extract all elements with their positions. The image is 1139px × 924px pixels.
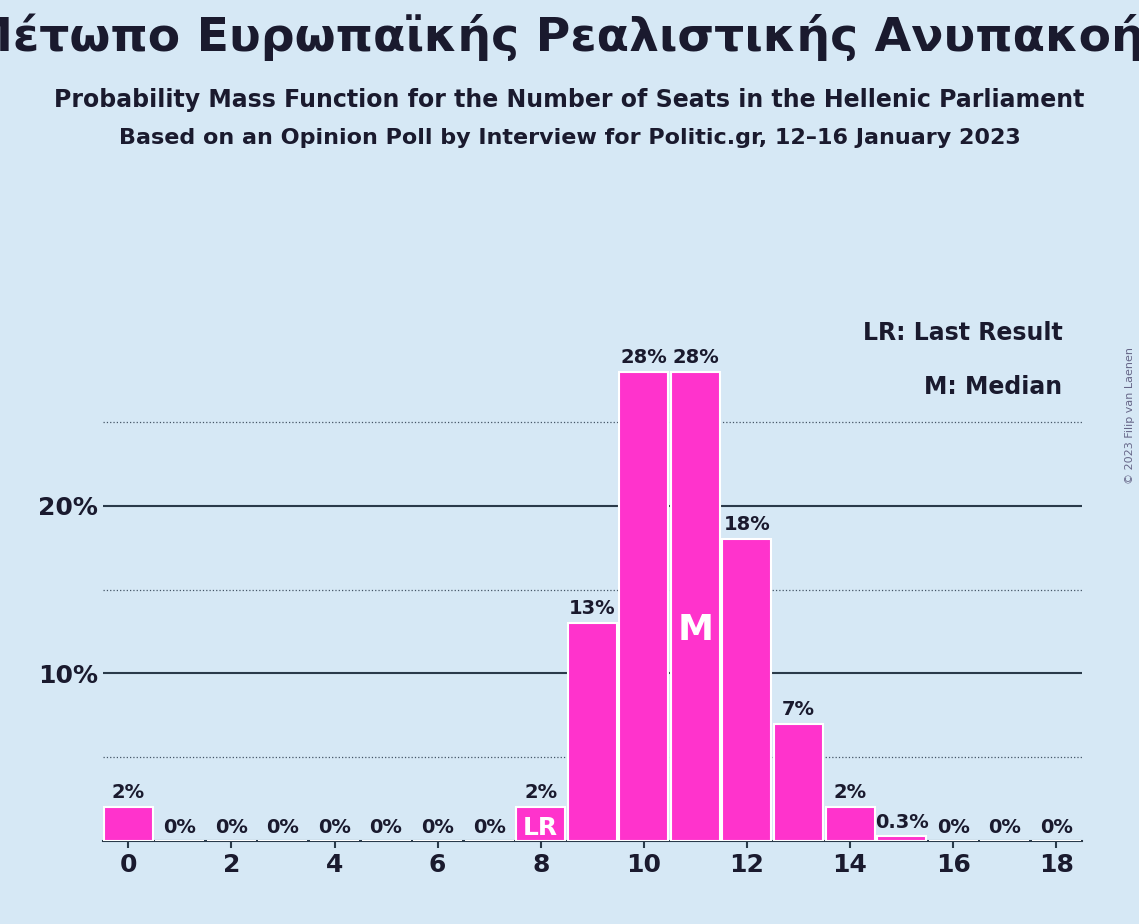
Text: 7%: 7% [782, 699, 816, 719]
Text: Based on an Opinion Poll by Interview for Politic.gr, 12–16 January 2023: Based on an Opinion Poll by Interview fo… [118, 128, 1021, 148]
Text: 0%: 0% [936, 818, 969, 836]
Text: 18%: 18% [723, 516, 770, 534]
Text: M: Median: M: Median [925, 374, 1063, 398]
Text: 2%: 2% [524, 784, 557, 802]
Text: 0%: 0% [473, 818, 506, 836]
Text: 0%: 0% [989, 818, 1022, 836]
Text: M: M [678, 613, 713, 647]
Bar [104, 808, 153, 841]
Bar [568, 623, 617, 841]
Text: 13%: 13% [570, 599, 615, 618]
Text: 0%: 0% [163, 818, 196, 836]
Text: 0%: 0% [267, 818, 300, 836]
Text: 0%: 0% [1040, 818, 1073, 836]
Text: LR: LR [523, 816, 558, 840]
Text: 0.3%: 0.3% [875, 812, 928, 832]
Text: Μέτωπο Ευρωπαϊκής Ρεαλιστικής Ανυπακοής: Μέτωπο Ευρωπαϊκής Ρεαλιστικής Ανυπακοής [0, 14, 1139, 61]
Text: 28%: 28% [672, 347, 719, 367]
Bar [722, 540, 771, 841]
Bar [671, 372, 720, 841]
Bar [775, 723, 823, 841]
Text: LR: Last Result: LR: Last Result [862, 321, 1063, 345]
Text: 2%: 2% [112, 784, 145, 802]
Text: 2%: 2% [834, 784, 867, 802]
Bar [877, 836, 926, 841]
Text: 0%: 0% [421, 818, 454, 836]
Bar [516, 808, 565, 841]
Text: 0%: 0% [370, 818, 402, 836]
Text: 0%: 0% [215, 818, 248, 836]
Bar [826, 808, 875, 841]
Text: 0%: 0% [318, 818, 351, 836]
Text: © 2023 Filip van Laenen: © 2023 Filip van Laenen [1125, 347, 1134, 484]
Text: Probability Mass Function for the Number of Seats in the Hellenic Parliament: Probability Mass Function for the Number… [55, 88, 1084, 112]
Text: 28%: 28% [621, 347, 667, 367]
Bar [620, 372, 669, 841]
